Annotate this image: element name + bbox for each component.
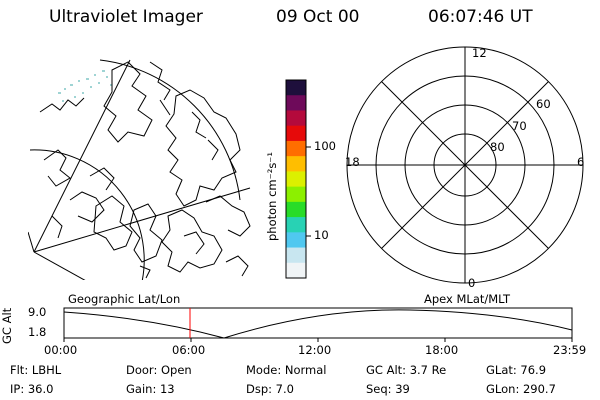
colorbar-swatch: [286, 156, 306, 172]
instrument-title: Ultraviolet Imager: [49, 7, 203, 27]
colorbar-swatch: [286, 217, 306, 233]
mlt-label-12: 12: [472, 46, 487, 60]
colorbar-swatch: [286, 262, 306, 279]
colorbar-swatch: [286, 110, 306, 127]
colorbar-swatch: [286, 201, 306, 218]
lat-label-80: 80: [490, 140, 505, 154]
info-dsp: Dsp: 7.0: [246, 382, 294, 396]
info-gain: Gain: 13: [126, 382, 175, 396]
time-label: 06:07:46 UT: [428, 7, 533, 27]
orbit-xtick-0: 00:00: [44, 343, 78, 357]
orbit-xtick-4: 23:59: [553, 343, 587, 357]
colorbar-swatch: [286, 171, 306, 188]
mlt-line-diag-2: [381, 81, 549, 249]
info-glon: GLon: 290.7: [486, 382, 556, 396]
orbit-ytick-high: 9.0: [28, 305, 47, 319]
info-ip: IP: 36.0: [10, 382, 54, 396]
orbit-altitude-curve: [63, 309, 573, 339]
info-mode: Mode: Normal: [246, 363, 327, 377]
mlt-label-6: 6: [577, 155, 585, 169]
colorbar-swatch: [286, 186, 306, 203]
date-label: 09 Oct 00: [276, 7, 360, 27]
orbit-xtick-3: 18:00: [425, 343, 459, 357]
info-glat: GLat: 76.9: [486, 363, 547, 377]
orbit-plot-frame: [63, 307, 573, 339]
orbit-right-title: Apex MLat/MLT: [424, 292, 511, 306]
colorbar-swatch: [286, 125, 306, 142]
info-filter: Flt: LBHL: [10, 363, 62, 377]
colorbar-swatch: [286, 95, 306, 112]
mlt-label-18: 18: [345, 155, 360, 169]
orbit-left-title: Geographic Lat/Lon: [68, 292, 181, 306]
colorbar-swatch: [286, 247, 306, 264]
orbit-ytick-low: 1.8: [28, 325, 47, 339]
lat-label-60: 60: [536, 97, 551, 111]
info-gc-alt: GC Alt: 3.7 Re: [366, 363, 447, 377]
colorbar-swatch: [286, 232, 306, 249]
info-door: Door: Open: [126, 363, 192, 377]
colorbar-swatch: [286, 80, 306, 96]
colorbar-swatch: [286, 140, 306, 157]
lat-label-70: 70: [512, 119, 527, 133]
orbit-xtick-2: 12:00: [298, 343, 332, 357]
aurora-speckle: [58, 70, 112, 102]
colorbar-tick-10: 10: [314, 228, 329, 242]
info-seq: Seq: 39: [366, 382, 410, 396]
mlt-label-0: 0: [468, 276, 476, 290]
colorbar-tick-100: 100: [314, 139, 336, 153]
orbit-xtick-1: 06:00: [172, 343, 206, 357]
colorbar-frame: [285, 79, 307, 279]
